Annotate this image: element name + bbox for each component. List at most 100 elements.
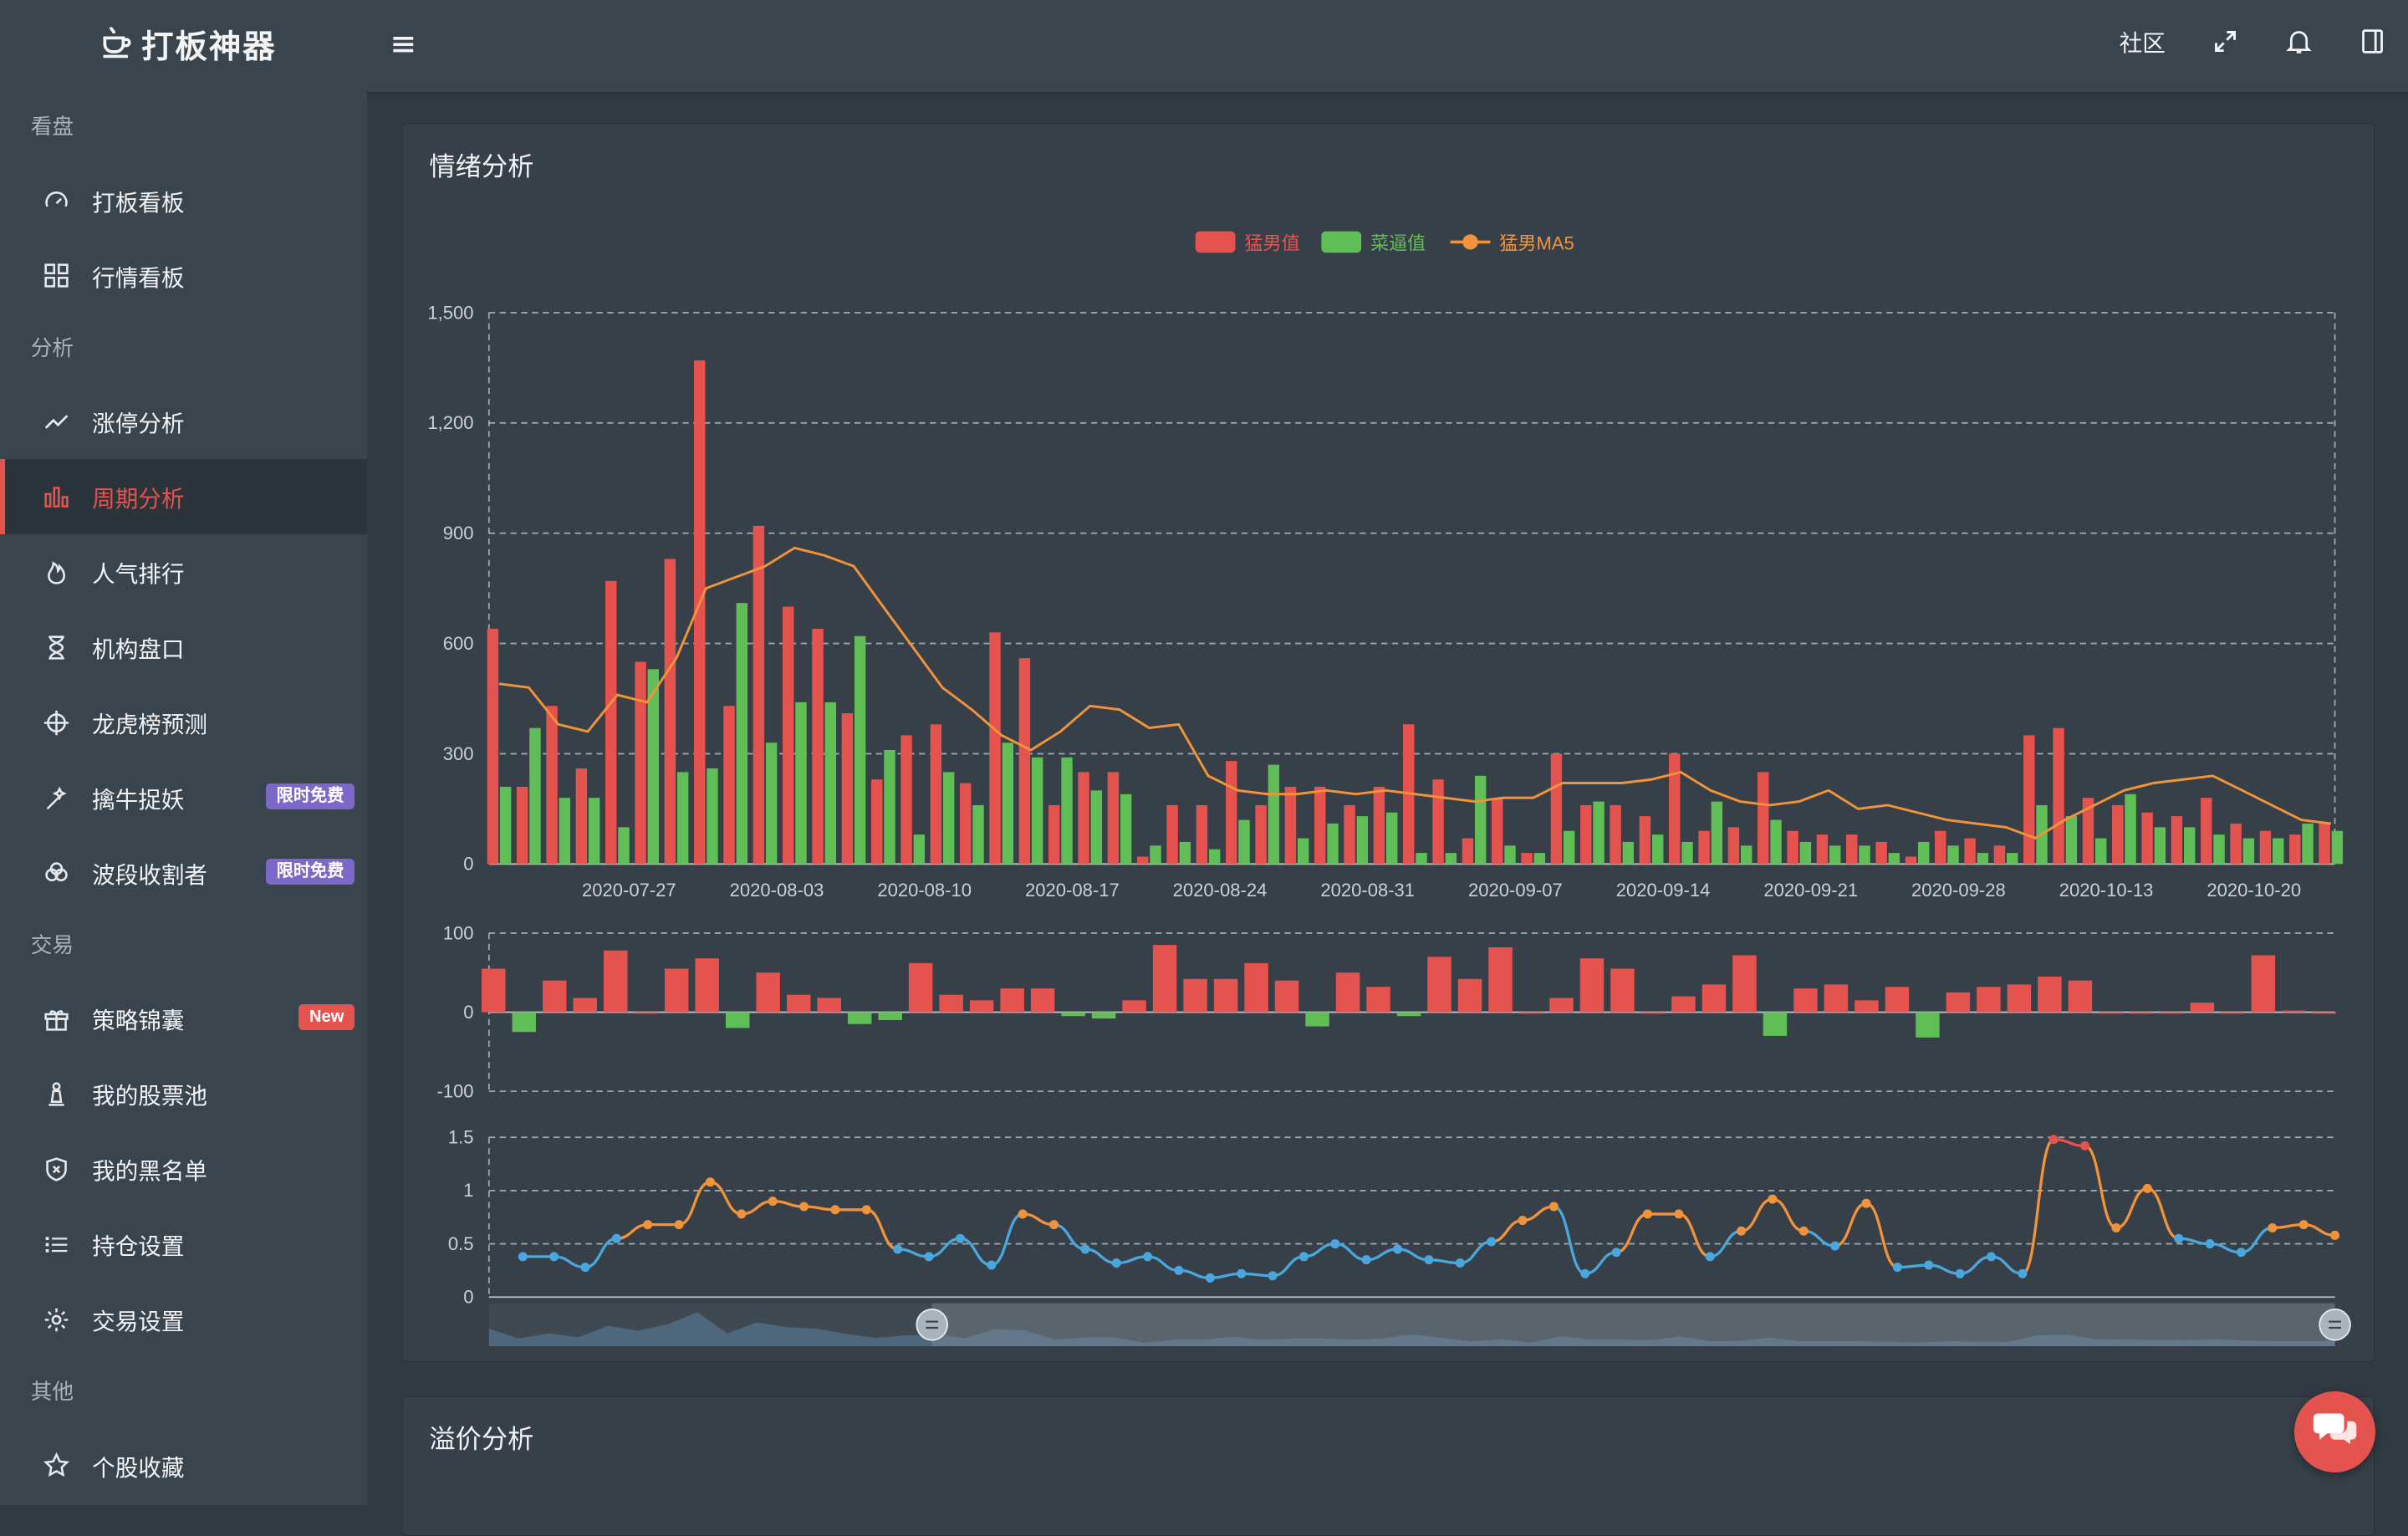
indicator-point xyxy=(893,1244,903,1254)
y-tick-label: 0 xyxy=(463,1002,473,1023)
sidebar-item-cycle[interactable]: 周期分析 xyxy=(0,459,367,535)
bar-green xyxy=(677,772,689,865)
zoom-handle-right[interactable] xyxy=(2319,1308,2352,1341)
bar-red xyxy=(841,712,854,865)
x-tick-label: 2020-09-14 xyxy=(1616,880,1711,901)
indicator-line-segment xyxy=(773,1199,804,1208)
bar-green xyxy=(855,635,866,865)
bar-red xyxy=(2112,804,2124,865)
bar-green xyxy=(1763,1012,1788,1036)
bar-red xyxy=(1732,955,1757,1013)
sidebar-item-strategy[interactable]: 策略锦囊 New xyxy=(0,982,367,1057)
zoom-preview-area xyxy=(489,1312,2335,1346)
zoom-selected-range xyxy=(931,1303,2335,1346)
y-tick-label: -100 xyxy=(437,1080,474,1101)
bar-green xyxy=(2213,834,2225,865)
sidebar-item-position[interactable]: 持仓设置 xyxy=(0,1207,367,1282)
sidebar-item-market[interactable]: 行情看板 xyxy=(0,238,367,314)
chat-button[interactable] xyxy=(2294,1391,2376,1473)
indicator-line-segment xyxy=(1865,1202,1899,1269)
bar-green xyxy=(1711,801,1723,865)
bar-red xyxy=(1727,827,1740,865)
bar-red xyxy=(605,580,617,865)
indicator-point xyxy=(1174,1265,1184,1275)
bar-green xyxy=(1947,845,1959,865)
bar-green xyxy=(1564,830,1575,865)
bar-green xyxy=(1445,853,1457,865)
wand-icon xyxy=(43,784,70,812)
bar-red xyxy=(900,735,912,865)
bar-red xyxy=(1457,978,1482,1013)
sidebar-item-popularity[interactable]: 人气排行 xyxy=(0,534,367,610)
bar-red xyxy=(1518,1012,1543,1014)
x-tick-label: 2020-07-27 xyxy=(582,880,676,901)
bar-red xyxy=(1758,772,1769,865)
list-icon xyxy=(43,1231,70,1258)
y-tick-label: 0 xyxy=(463,854,473,875)
y-tick-label: 1 xyxy=(463,1180,473,1201)
bar-red xyxy=(930,724,942,865)
zoom-handle-left[interactable] xyxy=(916,1308,949,1341)
emotion-chart: 猛男值 菜逼值 猛男MA5 0 300 600 900 1,200 1,500 2020-07-2… xyxy=(428,231,2352,1346)
bar-green xyxy=(884,749,895,865)
community-link[interactable]: 社区 xyxy=(2119,30,2166,57)
sidebar-item-swing-harvester[interactable]: 波段收割者 限时免费 xyxy=(0,835,367,911)
bar-green xyxy=(512,1012,537,1033)
bar-green xyxy=(2331,830,2344,865)
bar-red xyxy=(2099,1012,2123,1014)
bar-red xyxy=(1671,996,1696,1013)
indicator-point xyxy=(1549,1202,1559,1212)
brand[interactable]: 打板神器 xyxy=(99,22,277,68)
sidebar-item-blacklist[interactable]: 我的黑名单 xyxy=(0,1131,367,1207)
sidebar-item-limit-up[interactable]: 涨停分析 xyxy=(0,384,367,459)
indicator-line-segment xyxy=(1273,1255,1304,1278)
bar-red xyxy=(665,968,689,1013)
bar-red xyxy=(1336,972,1360,1013)
bar-red xyxy=(723,706,735,865)
indicator-line-segment xyxy=(741,1199,773,1216)
indicator-line-segment xyxy=(804,1205,836,1212)
indicator-line-segment xyxy=(1584,1251,1617,1275)
gear-icon xyxy=(43,1306,70,1334)
bar-red xyxy=(2221,1012,2245,1014)
indicator-line-segment xyxy=(554,1255,586,1269)
sidebar-item-favorites[interactable]: 个股收藏 xyxy=(0,1428,367,1503)
bar-green xyxy=(848,1012,872,1024)
x-tick-label: 2020-08-10 xyxy=(878,880,972,901)
indicator-line-segment xyxy=(1553,1205,1586,1275)
bar-green xyxy=(1397,1012,1421,1017)
star-icon xyxy=(43,1452,70,1479)
indicator-point xyxy=(737,1209,747,1219)
sidebar-item-stock-pool[interactable]: 我的股票池 xyxy=(0,1056,367,1131)
sidebar-item-bull-hunter[interactable]: 擒牛捉妖 限时免费 xyxy=(0,760,367,835)
bar-green xyxy=(1622,841,1635,865)
sidebar-item-dashboard[interactable]: 打板看板 xyxy=(0,163,367,238)
sidebar-item-institution[interactable]: 机构盘口 xyxy=(0,610,367,685)
bar-green xyxy=(1356,816,1369,865)
bar-red xyxy=(517,786,528,865)
sidebar-item-trade-settings[interactable]: 交易设置 xyxy=(0,1282,367,1357)
panel-toggle-icon[interactable] xyxy=(2359,28,2386,55)
indicator-line-segment xyxy=(584,1237,617,1269)
bar-red xyxy=(2007,984,2032,1013)
fullscreen-icon[interactable] xyxy=(2212,28,2239,55)
indicator-line-segment xyxy=(1523,1205,1554,1222)
indicator-line-segment xyxy=(1084,1248,1117,1265)
indicator-point xyxy=(830,1205,840,1215)
indicator-point xyxy=(2298,1220,2309,1230)
x-tick-label: 2020-08-31 xyxy=(1321,880,1416,901)
bar-red xyxy=(1701,984,1727,1013)
card-title: 情绪分析 xyxy=(429,151,534,181)
bar-red xyxy=(1521,853,1533,865)
sidebar-item-dragon-tiger[interactable]: 龙虎榜预测 xyxy=(0,685,367,760)
bar-green xyxy=(589,798,600,865)
bar-red xyxy=(1639,816,1651,865)
legend-marker xyxy=(1462,234,1478,250)
bar-green xyxy=(1061,757,1073,865)
crosshair-icon xyxy=(43,709,70,737)
indicator-point xyxy=(799,1202,809,1212)
bell-icon[interactable] xyxy=(2285,28,2313,55)
hamburger-menu-icon[interactable] xyxy=(387,28,421,61)
bar-green xyxy=(1150,845,1161,865)
bar-green xyxy=(1977,853,1989,865)
